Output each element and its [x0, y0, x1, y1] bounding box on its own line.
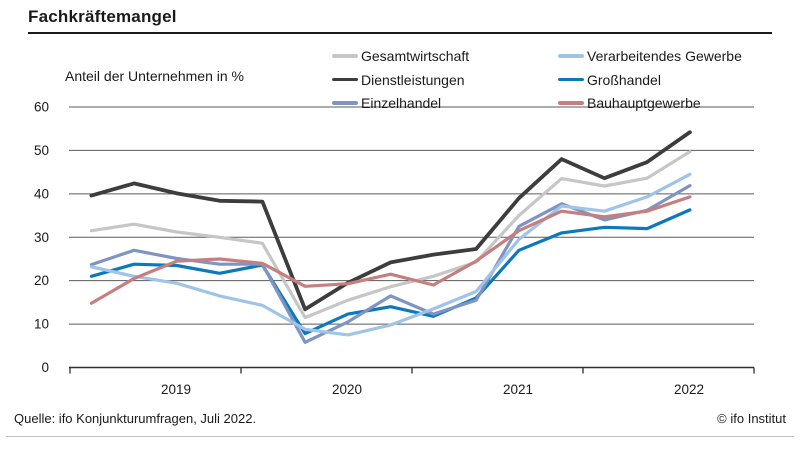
- legend-item: Gesamtwirtschaft: [332, 48, 469, 64]
- series-line-verarbeitendes-gewerbe: [89, 172, 692, 337]
- y-tick-label: 20: [34, 273, 49, 288]
- x-tick-label: 2021: [503, 382, 533, 397]
- legend-label: Einzelhandel: [361, 95, 442, 111]
- legend-label: Verarbeitendes Gewerbe: [587, 48, 742, 64]
- footer-rule: [6, 436, 794, 437]
- legend-swatch-icon: [332, 101, 358, 105]
- page-title: Fachkräftemangel: [28, 7, 177, 26]
- x-tick-label: 2019: [161, 382, 191, 397]
- title-rule: [28, 32, 772, 34]
- legend-label: Dienstleistungen: [361, 71, 465, 88]
- legend-item: Großhandel: [558, 72, 661, 88]
- legend-label: Großhandel: [587, 71, 661, 88]
- y-tick-label: 30: [34, 230, 49, 245]
- copyright-note: © ifo Institut: [717, 411, 786, 426]
- legend-swatch-icon: [558, 101, 584, 105]
- legend-label: Gesamtwirtschaft: [361, 48, 470, 64]
- y-tick-label: 40: [34, 186, 49, 201]
- y-tick-label: 0: [41, 360, 49, 375]
- legend-item: Einzelhandel: [332, 95, 441, 111]
- series-line-bauhauptgewerbe: [89, 195, 692, 305]
- series-line-gro-handel: [89, 208, 692, 336]
- y-tick-label: 10: [34, 317, 49, 332]
- y-axis-unit-label: Anteil der Unternehmen in %: [65, 68, 244, 84]
- legend-label: Bauhauptgewerbe: [587, 95, 701, 111]
- legend-item: Verarbeitendes Gewerbe: [558, 48, 742, 64]
- series-line-dienstleistungen: [89, 130, 692, 312]
- legend-swatch-icon: [558, 77, 584, 82]
- series-line-gesamtwirtschaft: [89, 150, 692, 320]
- legend-swatch-icon: [332, 77, 358, 82]
- y-tick-label: 60: [34, 100, 49, 115]
- legend-item: Bauhauptgewerbe: [558, 95, 701, 111]
- legend-item: Dienstleistungen: [332, 72, 465, 88]
- x-tick-label: 2020: [332, 382, 362, 397]
- legend-swatch-icon: [558, 54, 584, 58]
- legend-swatch-icon: [332, 54, 358, 58]
- source-note: Quelle: ifo Konjunkturumfragen, Juli 202…: [14, 411, 257, 426]
- x-tick-label: 2022: [674, 382, 704, 397]
- y-tick-label: 50: [34, 143, 49, 158]
